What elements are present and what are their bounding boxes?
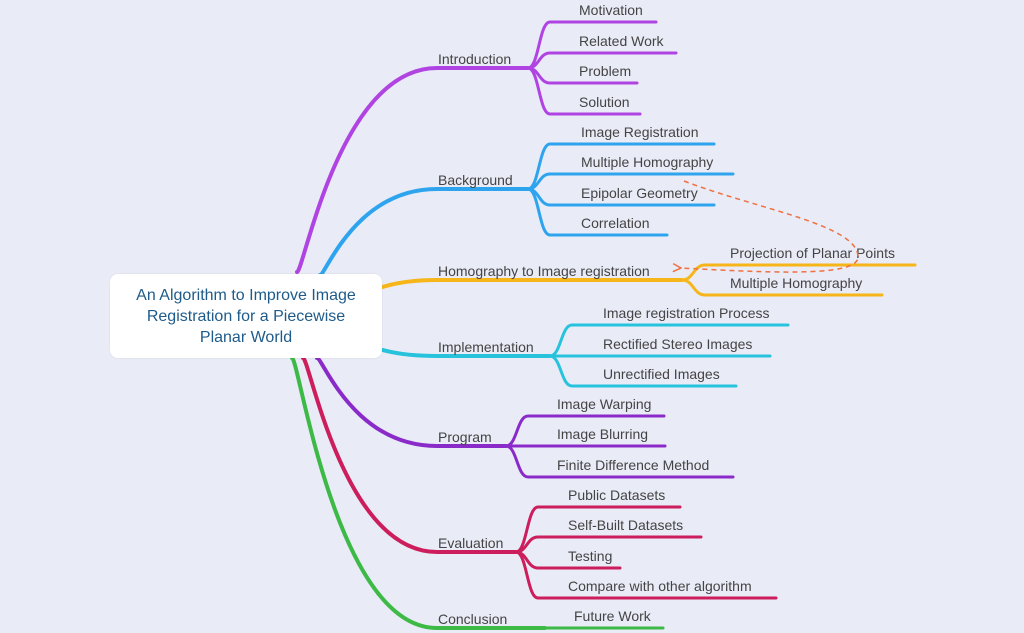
subtopic-solution[interactable]: Solution <box>579 94 630 110</box>
central-topic-title: An Algorithm to Improve Image Registrati… <box>136 286 356 346</box>
main-topic-conclusion[interactable]: Conclusion <box>438 611 507 627</box>
branch-implementation: Implementation Image registration Process… <box>380 305 790 388</box>
subtopic-connector <box>526 187 669 237</box>
branch-connector <box>315 356 508 448</box>
subtopic-connector <box>680 278 884 297</box>
subtopic-public-datasets[interactable]: Public Datasets <box>568 487 665 503</box>
subtopic-compare-with-other-algorithm[interactable]: Compare with other algorithm <box>568 578 752 594</box>
subtopic-image-registration[interactable]: Image Registration <box>581 124 699 140</box>
branch-connector <box>290 356 547 630</box>
branch-background: Background Image Registration Multiple Hom… <box>318 124 735 277</box>
branch-connector <box>318 187 530 277</box>
subtopic-multiple-homography[interactable]: Multiple Homography <box>581 154 713 170</box>
central-topic[interactable]: An Algorithm to Improve Image Registrati… <box>110 274 382 358</box>
subtopic-future-work[interactable]: Future Work <box>574 608 652 624</box>
subtopic-unrectified-images[interactable]: Unrectified Images <box>603 366 720 382</box>
subtopic-multiple-homography[interactable]: Multiple Homography <box>730 275 862 291</box>
subtopic-related-work[interactable]: Related Work <box>579 33 665 49</box>
main-topic-program[interactable]: Program <box>438 429 492 445</box>
main-topic-background[interactable]: Background <box>438 172 513 188</box>
subtopic-testing[interactable]: Testing <box>568 548 612 564</box>
relationship-arrow[interactable] <box>680 180 859 273</box>
branch-program: Program Image Warping Image Blurring Finite… <box>315 356 735 479</box>
subtopic-motivation[interactable]: Motivation <box>579 2 643 18</box>
subtopic-connector <box>548 354 738 388</box>
subtopic-self-built-datasets[interactable]: Self-Built Datasets <box>568 517 683 533</box>
branch-homography: Homography to Image registration Projecti… <box>380 245 917 297</box>
branch-evaluation: Evaluation Public Datasets Self-Built Data… <box>301 356 778 600</box>
subtopic-problem[interactable]: Problem <box>579 63 631 79</box>
subtopic-correlation[interactable]: Correlation <box>581 215 649 231</box>
subtopic-projection-of-planar-points[interactable]: Projection of Planar Points <box>730 245 895 261</box>
branch-connector <box>380 348 552 358</box>
branch-connector <box>301 356 518 554</box>
subtopic-finite-difference-method[interactable]: Finite Difference Method <box>557 457 709 473</box>
subtopic-image-blurring[interactable]: Image Blurring <box>557 426 648 442</box>
main-topic-introduction[interactable]: Introduction <box>438 51 511 67</box>
main-topic-homography[interactable]: Homography to Image registration <box>438 263 650 279</box>
main-topic-implementation[interactable]: Implementation <box>438 339 534 355</box>
branch-connector <box>380 278 684 289</box>
branch-connector <box>295 66 530 274</box>
branch-conclusion: Conclusion Future Work <box>290 356 665 630</box>
subtopic-rectified-stereo-images[interactable]: Rectified Stereo Images <box>603 336 752 352</box>
subtopic-image-registration-process[interactable]: Image registration Process <box>603 305 770 321</box>
subtopic-connector <box>504 444 735 479</box>
subtopic-connector <box>526 66 642 116</box>
subtopic-image-warping[interactable]: Image Warping <box>557 396 651 412</box>
subtopic-epipolar-geometry[interactable]: Epipolar Geometry <box>581 185 698 201</box>
main-topic-evaluation[interactable]: Evaluation <box>438 535 503 551</box>
branch-introduction: Introduction Motivation Related Work Proble… <box>295 2 678 274</box>
subtopic-connector <box>514 550 778 600</box>
